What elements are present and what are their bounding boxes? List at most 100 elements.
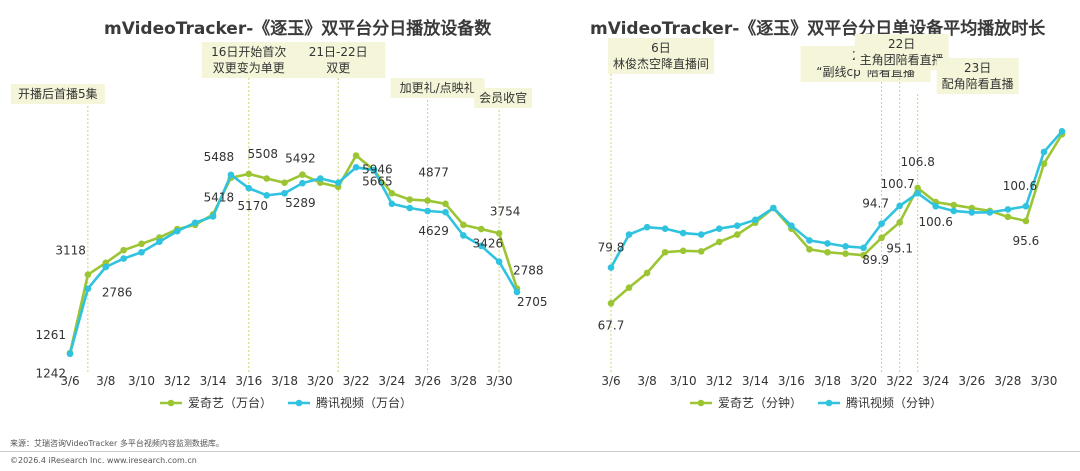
tencent-point — [227, 171, 235, 179]
iqiyi-point — [281, 179, 288, 187]
iqiyi-point — [84, 271, 92, 278]
data-label: 1261 — [35, 328, 66, 342]
iqiyi-point — [679, 247, 687, 255]
left-chart-title: mVideoTracker-《逐玉》双平台分日播放设备数 — [104, 19, 492, 39]
annotation-text: 开播后首播5集 — [18, 86, 98, 101]
iqiyi-point — [245, 170, 253, 178]
data-label: 79.8 — [598, 241, 625, 255]
legend-swatch-marker — [167, 399, 175, 407]
tencent-point — [878, 220, 885, 227]
annotation-box — [390, 78, 485, 98]
annotation-box — [608, 38, 714, 74]
iqiyi-point — [697, 248, 705, 255]
x-tick-label: 3/14 — [742, 374, 769, 388]
footer-divider — [0, 451, 1080, 452]
tencent-point — [84, 285, 92, 292]
data-label: 95.6 — [1013, 234, 1040, 248]
data-label: 89.9 — [862, 253, 889, 267]
data-label: 106.8 — [901, 155, 935, 169]
iqiyi-point — [1040, 160, 1048, 168]
series-line-tencent — [609, 130, 1063, 269]
iqiyi-point — [495, 229, 503, 237]
data-label: 1242 — [35, 367, 66, 381]
tencent-point — [102, 263, 110, 271]
tencent-point — [752, 216, 759, 224]
x-tick-label: 3/12 — [706, 374, 733, 388]
annotation-box — [936, 58, 1019, 94]
tencent-point — [733, 222, 741, 229]
tencent-point — [245, 184, 253, 192]
iqiyi-point — [914, 184, 921, 192]
legend-label: 爱奇艺（分钟） — [718, 395, 802, 410]
annotation-text: 21日-22日 — [309, 45, 368, 59]
iqiyi-point — [842, 250, 849, 258]
data-label: 5492 — [285, 152, 316, 166]
legend-swatch-marker — [295, 399, 303, 407]
tencent-point — [643, 223, 651, 231]
x-tick-label: 3/28 — [994, 374, 1021, 388]
legend-label: 爱奇艺（万台） — [188, 395, 272, 410]
iqiyi-point — [352, 152, 360, 159]
tencent-point — [495, 258, 503, 265]
data-label: 2705 — [517, 295, 548, 309]
data-label: 3118 — [55, 244, 86, 258]
tencent-point — [679, 229, 687, 237]
tencent-point — [1040, 148, 1048, 156]
x-tick-label: 3/16 — [235, 374, 262, 388]
annotation-text: 配角陪看直播 — [942, 76, 1014, 91]
x-tick-label: 3/30 — [486, 374, 513, 388]
tencent-point — [281, 189, 288, 197]
iqiyi-point — [406, 196, 414, 203]
iqiyi-point — [1004, 213, 1012, 221]
x-tick-label: 3/6 — [601, 374, 620, 388]
iqiyi-point — [1022, 217, 1030, 225]
tencent-point — [950, 207, 958, 215]
data-label: 100.7 — [880, 177, 914, 191]
iqiyi-point — [896, 219, 903, 226]
tencent-point — [334, 179, 342, 187]
data-label: 4877 — [418, 166, 449, 180]
annotation-text: 6日 — [651, 41, 671, 55]
iqiyi-point — [715, 238, 723, 246]
tencent-point — [477, 242, 485, 250]
legend-swatch-marker — [825, 399, 833, 407]
data-label: 5488 — [204, 150, 235, 164]
data-label: 3754 — [490, 204, 521, 218]
x-tick-label: 3/10 — [128, 374, 155, 388]
x-tick-label: 3/8 — [96, 374, 115, 388]
x-tick-label: 3/22 — [886, 374, 913, 388]
x-tick-label: 3/28 — [450, 374, 477, 388]
tencent-point — [860, 244, 867, 252]
iqiyi-point — [263, 175, 270, 182]
annotation-box — [854, 34, 949, 70]
tencent-point — [1004, 206, 1012, 213]
x-tick-label: 3/20 — [850, 374, 877, 388]
tencent-point — [352, 164, 360, 171]
tencent-point — [66, 350, 74, 358]
series-line-iqiyi — [610, 133, 1064, 305]
tencent-point — [914, 189, 921, 197]
x-tick-label: 3/14 — [200, 374, 227, 388]
annotation-box — [201, 42, 296, 78]
tencent-point — [156, 238, 163, 246]
tencent-point — [968, 209, 976, 216]
data-label: 2788 — [513, 264, 544, 278]
iqiyi-point — [460, 221, 467, 229]
data-label: 100.6 — [919, 215, 953, 229]
annotation-text: 22日 — [888, 37, 915, 51]
x-tick-label: 3/22 — [343, 374, 370, 388]
iqiyi-point — [625, 284, 633, 291]
data-label: 94.7 — [862, 197, 889, 211]
legend-label: 腾讯视频（分钟） — [846, 395, 942, 410]
data-label: 95.1 — [886, 241, 913, 255]
tencent-point — [806, 237, 813, 244]
tencent-point — [370, 166, 378, 174]
tencent-point — [607, 264, 615, 271]
iqiyi-point — [477, 225, 485, 233]
tencent-point — [661, 225, 669, 232]
tencent-point — [513, 288, 521, 296]
annotation-text: 林俊杰空降直播间 — [613, 56, 709, 71]
annotation-text: 双更变为单更 — [213, 60, 285, 75]
tencent-point — [460, 232, 467, 239]
x-tick-label: 3/26 — [414, 374, 441, 388]
